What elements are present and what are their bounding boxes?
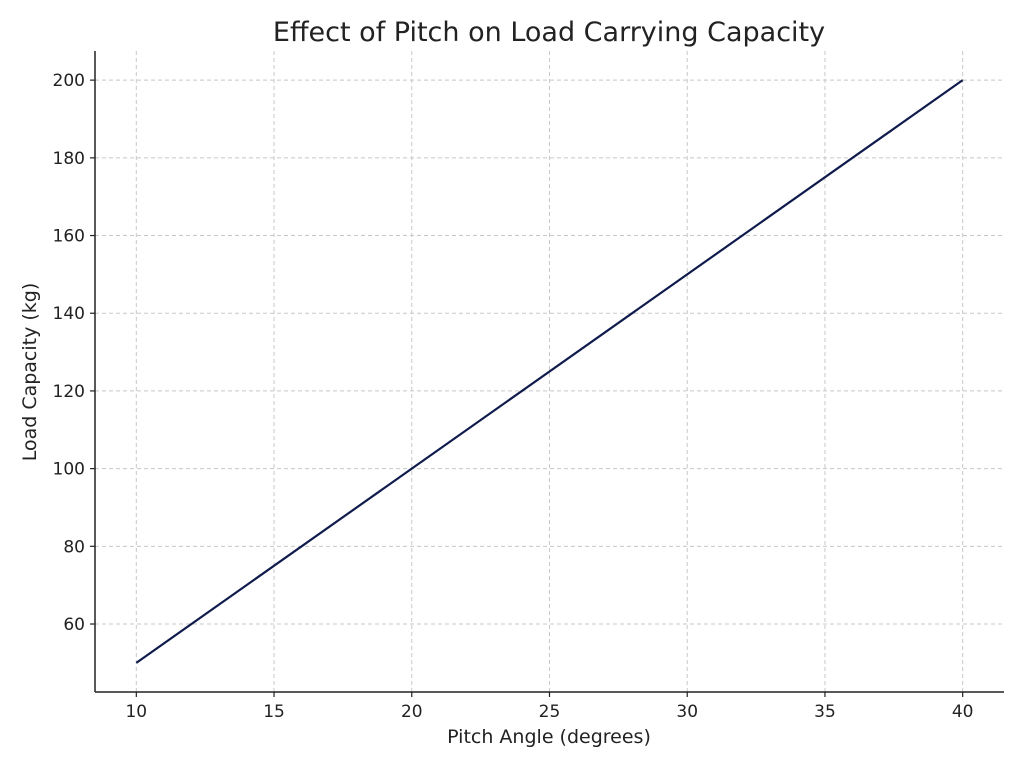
x-ticks: 10 15 20 25 30 35 40: [125, 692, 974, 722]
x-tick-label: 35: [814, 702, 836, 722]
series-line: [135, 79, 964, 664]
x-tick-label: 25: [539, 702, 561, 722]
y-tick-label: 100: [53, 460, 85, 480]
series-layer: [135, 79, 964, 664]
x-tick-label: 30: [676, 702, 698, 722]
y-tick-label: 80: [63, 537, 85, 557]
x-tick-label: 15: [263, 702, 285, 722]
y-tick-label: 140: [53, 304, 85, 324]
chart-title: Effect of Pitch on Load Carrying Capacit…: [273, 17, 825, 48]
y-ticks: 60 80 100 120 140 160 180 200: [53, 71, 95, 635]
y-tick-label: 180: [53, 149, 85, 169]
x-tick-label: 10: [125, 702, 147, 722]
y-tick-label: 120: [53, 382, 85, 402]
x-tick-label: 40: [952, 702, 974, 722]
y-axis-label: Load Capacity (kg): [19, 283, 41, 462]
y-tick-label: 160: [53, 227, 85, 247]
x-axis-label: Pitch Angle (degrees): [447, 726, 651, 748]
grid: [95, 51, 1004, 692]
x-tick-label: 20: [401, 702, 423, 722]
y-tick-label: 60: [63, 615, 85, 635]
y-tick-label: 200: [53, 71, 85, 91]
